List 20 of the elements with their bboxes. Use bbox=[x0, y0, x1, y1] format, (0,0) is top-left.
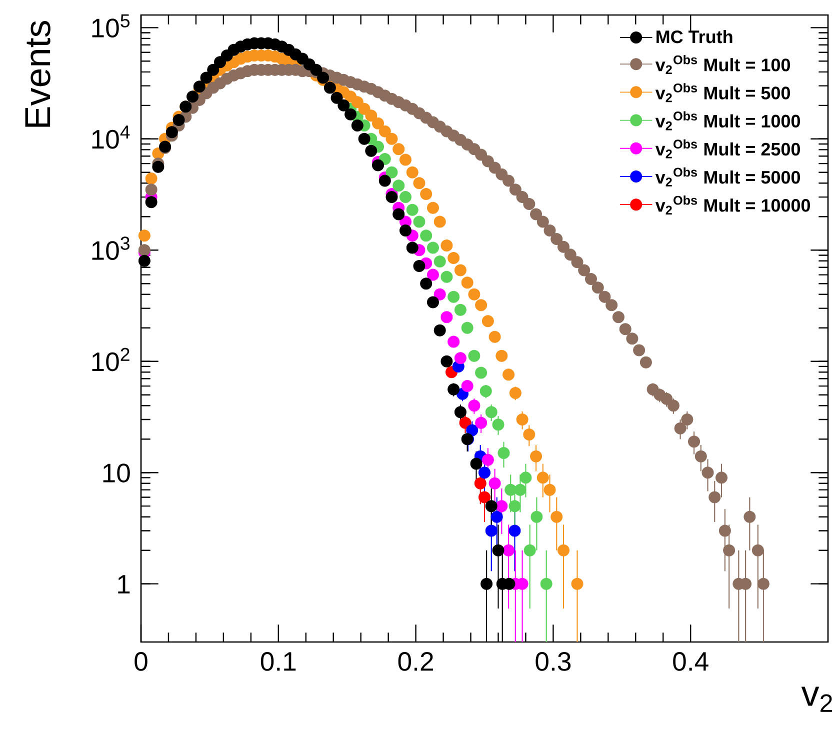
x-tick-label: 0.1 bbox=[260, 652, 296, 671]
legend-label: v$_{2}$$^{Obs}$ Mult = 1000 bbox=[655, 111, 800, 130]
x-tick-label: 0 bbox=[134, 652, 148, 671]
x-tick-label: 0.4 bbox=[673, 652, 708, 671]
legend-label: v$_{2}$$^{Obs}$ Mult = 500 bbox=[655, 83, 790, 102]
y-tick-label: 1 bbox=[118, 575, 130, 594]
y-tick-label: 10 bbox=[103, 464, 130, 482]
x-tick-label: 0.3 bbox=[536, 652, 571, 671]
legend-label: v$_{2}$$^{Obs}$ Mult = 5000 bbox=[655, 167, 800, 186]
legend-label: MC Truth bbox=[656, 30, 732, 44]
y-tick-label: 10$^{5}$ bbox=[92, 14, 130, 38]
legend-label: v$_{2}$$^{Obs}$ Mult = 100 bbox=[655, 55, 790, 74]
y-axis-title: Events bbox=[25, 21, 50, 127]
y-tick-label: 10$^{2}$ bbox=[92, 348, 130, 372]
legend-label: v$_{2}$$^{Obs}$ Mult = 10000 bbox=[655, 196, 810, 215]
x-tick-label: 0.2 bbox=[398, 652, 433, 671]
y-tick-label: 10$^{3}$ bbox=[92, 236, 130, 260]
x-axis-title: v$_{2}$ bbox=[801, 686, 832, 712]
y-tick-label: 10$^{4}$ bbox=[92, 126, 130, 149]
legend-label: v$_{2}$$^{Obs}$ Mult = 2500 bbox=[655, 139, 800, 158]
